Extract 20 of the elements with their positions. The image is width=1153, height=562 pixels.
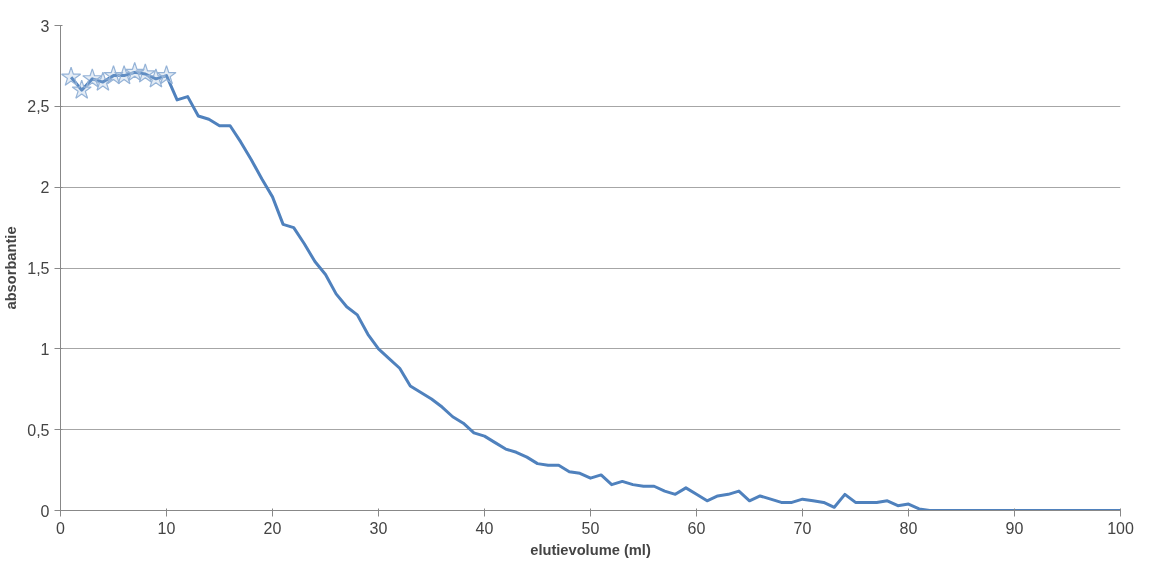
y-tick-label: 2,5 (27, 98, 50, 116)
x-tick-label: 100 (1107, 519, 1134, 537)
x-axis-title: elutievolume (ml) (530, 541, 651, 558)
x-tick-label: 80 (899, 519, 918, 537)
x-tick-label: 0 (56, 519, 66, 537)
x-tick-label: 10 (157, 519, 176, 537)
x-tick-label: 60 (687, 519, 706, 537)
x-tick-label: 30 (369, 519, 388, 537)
x-tick-label: 50 (581, 519, 600, 537)
y-axis-title: absorbantie (3, 226, 20, 310)
y-tick-label: 3 (40, 17, 50, 35)
y-tick-label: 0,5 (27, 421, 50, 439)
x-tick-label: 40 (475, 519, 494, 537)
x-tick-label: 70 (793, 519, 812, 537)
y-tick-label: 0 (40, 502, 50, 520)
x-tick-label: 20 (263, 519, 282, 537)
y-tick-label: 1,5 (27, 260, 50, 277)
y-tick-label: 2 (40, 179, 50, 197)
x-tick-label: 90 (1005, 519, 1024, 537)
y-tick-label: 1 (40, 340, 50, 358)
